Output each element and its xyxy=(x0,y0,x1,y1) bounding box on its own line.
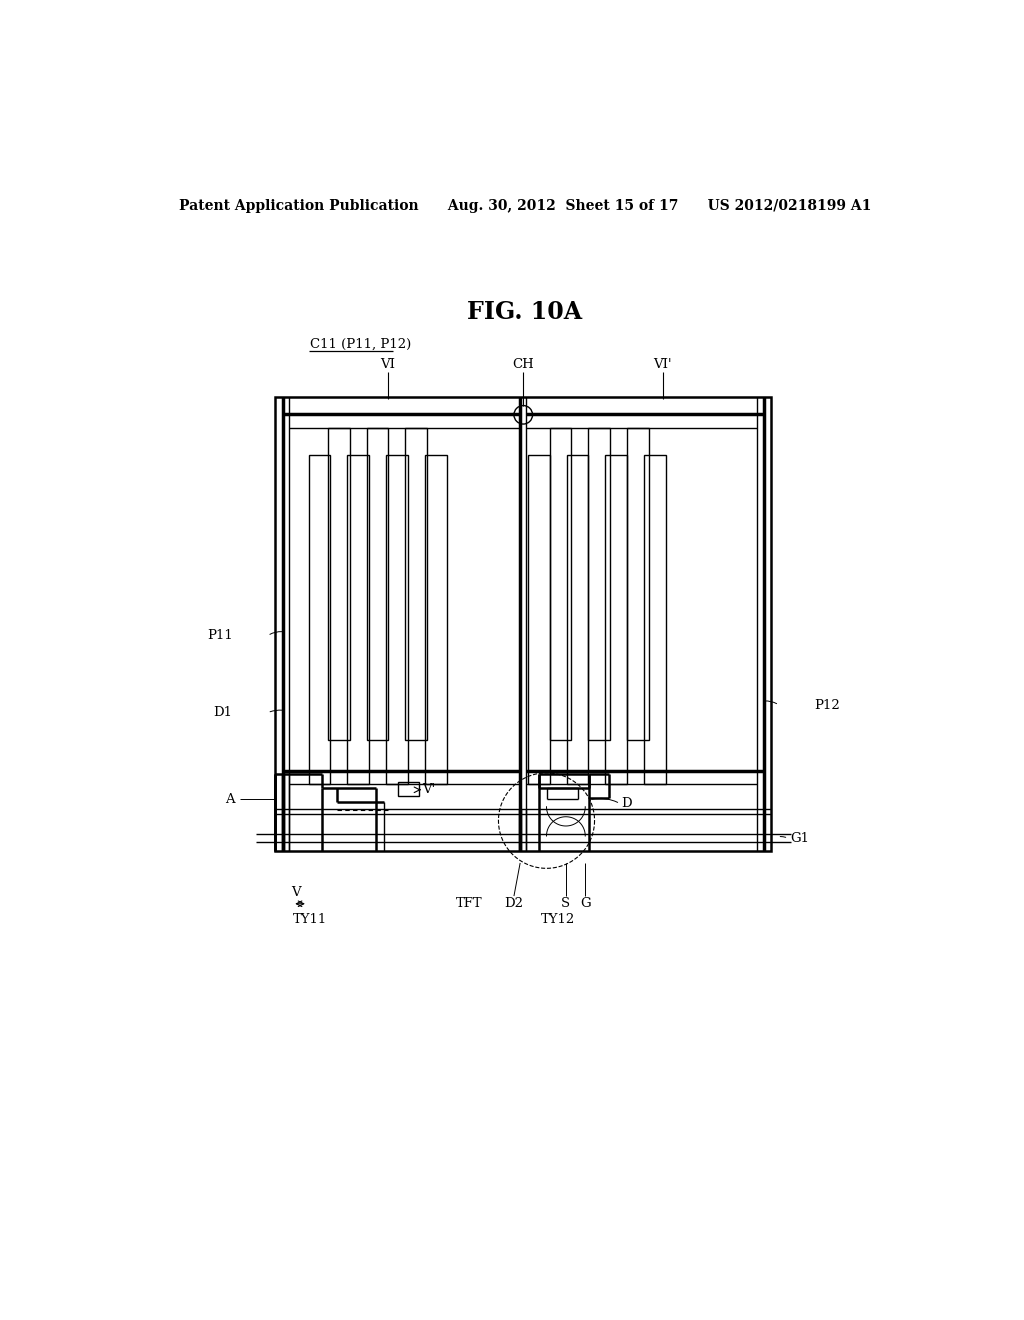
Text: S: S xyxy=(561,898,570,911)
Bar xyxy=(406,428,427,739)
Text: A: A xyxy=(225,792,234,805)
Text: P11: P11 xyxy=(207,630,232,643)
Bar xyxy=(566,455,589,784)
Bar xyxy=(644,455,666,784)
Bar xyxy=(308,455,331,784)
Text: TY12: TY12 xyxy=(541,912,575,925)
Text: TFT: TFT xyxy=(456,898,482,911)
Bar xyxy=(425,455,446,784)
Bar xyxy=(367,428,388,739)
Text: FIG. 10A: FIG. 10A xyxy=(467,301,583,325)
Bar xyxy=(528,455,550,784)
Bar xyxy=(386,455,408,784)
Text: D2: D2 xyxy=(505,898,523,911)
Bar xyxy=(550,428,571,739)
Bar xyxy=(328,428,349,739)
Text: CH: CH xyxy=(512,358,535,371)
Text: TY11: TY11 xyxy=(293,912,328,925)
Text: D: D xyxy=(622,797,632,810)
Bar xyxy=(605,455,627,784)
Bar xyxy=(589,428,610,739)
Text: G: G xyxy=(580,898,591,911)
Text: D1: D1 xyxy=(214,706,232,719)
Text: V: V xyxy=(292,887,301,899)
Text: Patent Application Publication      Aug. 30, 2012  Sheet 15 of 17      US 2012/0: Patent Application Publication Aug. 30, … xyxy=(178,199,871,213)
Bar xyxy=(397,781,420,796)
Bar xyxy=(627,428,649,739)
Bar xyxy=(347,455,369,784)
Bar xyxy=(275,397,771,851)
Text: G1: G1 xyxy=(790,832,809,845)
Text: VI: VI xyxy=(380,358,395,371)
Text: P12: P12 xyxy=(814,698,840,711)
Text: C11 (P11, P12): C11 (P11, P12) xyxy=(310,338,412,351)
Text: VI': VI' xyxy=(653,358,672,371)
Text: V': V' xyxy=(423,783,436,796)
